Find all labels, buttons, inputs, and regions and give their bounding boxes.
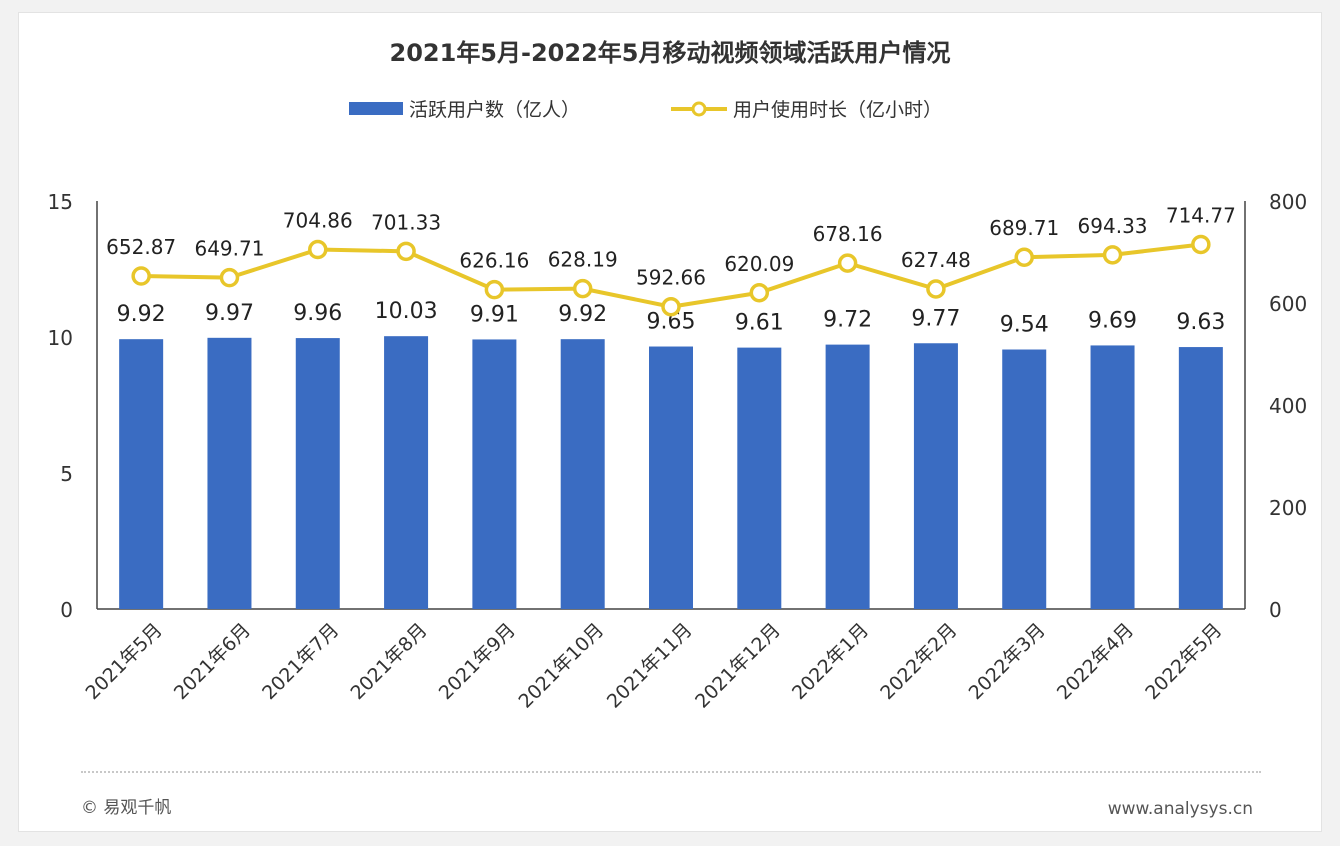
y-right-tick-label: 800 [1269,190,1307,214]
line-point [308,239,328,260]
legend-bar-label: 活跃用户数（亿人） [409,99,580,121]
x-tick-label: 2021年9月 [435,619,520,704]
line-value-label: 628.19 [548,248,618,272]
legend-line-marker [691,101,707,117]
legend-bar-swatch [349,102,403,115]
line-point [1102,245,1123,265]
bar-value-label: 9.54 [1000,313,1049,338]
y-left-tick-label: 5 [60,462,73,486]
footer-divider [81,771,1261,773]
line-point [572,278,593,299]
line-value-label: 592.66 [636,266,706,290]
y-right-tick-label: 600 [1269,292,1307,316]
line-point [837,253,858,273]
bar-value-label: 9.77 [911,306,960,331]
x-tick-label: 2021年8月 [346,619,431,704]
x-tick-label: 2021年10月 [515,619,609,713]
x-tick-label: 2022年4月 [1053,619,1138,704]
bar [913,343,958,609]
bar [119,339,164,609]
line-point [926,279,946,299]
x-tick-label: 2022年1月 [788,619,873,704]
line-value-label: 626.16 [459,249,529,273]
line-point [749,283,770,303]
bar [649,346,693,609]
chart-frame: 2021年5月-2022年5月移动视频领域活跃用户情况活跃用户数（亿人） 用户使用… [18,12,1322,832]
bar-value-label: 9.72 [823,308,872,333]
y-right-tick-label: 200 [1269,496,1307,520]
line-point [1191,234,1211,255]
y-left-tick-label: 15 [48,190,73,214]
bar-value-label: 9.92 [117,302,166,327]
x-tick-label: 2021年5月 [82,619,167,704]
x-tick-label: 2021年6月 [170,619,255,704]
bar [825,344,870,609]
line-value-label: 620.09 [724,252,794,276]
line-point [219,267,240,288]
x-tick-label: 2022年5月 [1141,619,1226,704]
x-tick-label: 2021年11月 [603,619,697,713]
x-tick-label: 2021年7月 [258,619,343,704]
bar-value-label: 10.03 [375,299,438,324]
line-value-label: 694.33 [1078,214,1148,238]
line-value-label: 701.33 [371,210,441,234]
bar-value-label: 9.92 [558,302,607,327]
source-label: © 易观千帆 [81,798,172,818]
bar [1178,347,1223,609]
y-left-tick-label: 0 [60,598,73,622]
y-left-tick-label: 10 [48,326,73,350]
y-right-tick-label: 0 [1269,598,1282,622]
x-tick-label: 2022年2月 [876,619,961,704]
line-value-label: 652.87 [106,235,176,259]
bar [1090,345,1135,609]
line-value-label: 678.16 [813,222,883,246]
bar-value-label: 9.61 [735,311,784,336]
y-right-tick-label: 400 [1269,394,1307,418]
line-point [1014,247,1034,267]
bar [472,339,517,609]
bar [560,339,605,609]
line-value-label: 627.48 [901,248,971,272]
bar-value-label: 9.91 [470,302,519,327]
line-point [131,266,151,286]
line-point [484,279,505,300]
bar [207,337,252,609]
legend-line-label: 用户使用时长（亿小时） [733,99,942,121]
line-point [396,241,416,262]
bar [384,336,429,609]
line-value-label: 714.77 [1166,203,1236,227]
bar [295,338,340,609]
bar-value-label: 9.96 [293,301,342,326]
website-label: www.analysys.cn [1107,799,1253,819]
line-point [661,296,681,317]
x-tick-label: 2022年3月 [965,619,1050,704]
bar-value-label: 9.63 [1176,310,1225,335]
line-value-label: 689.71 [989,216,1059,240]
line-value-label: 649.71 [194,237,264,261]
chart-title: 2021年5月-2022年5月移动视频领域活跃用户情况 [390,39,951,67]
bar [1002,349,1047,609]
bar-value-label: 9.69 [1088,308,1137,333]
x-tick-label: 2021年12月 [691,619,785,713]
bar-value-label: 9.97 [205,301,254,326]
line-value-label: 704.86 [283,209,353,233]
bar [737,347,782,609]
